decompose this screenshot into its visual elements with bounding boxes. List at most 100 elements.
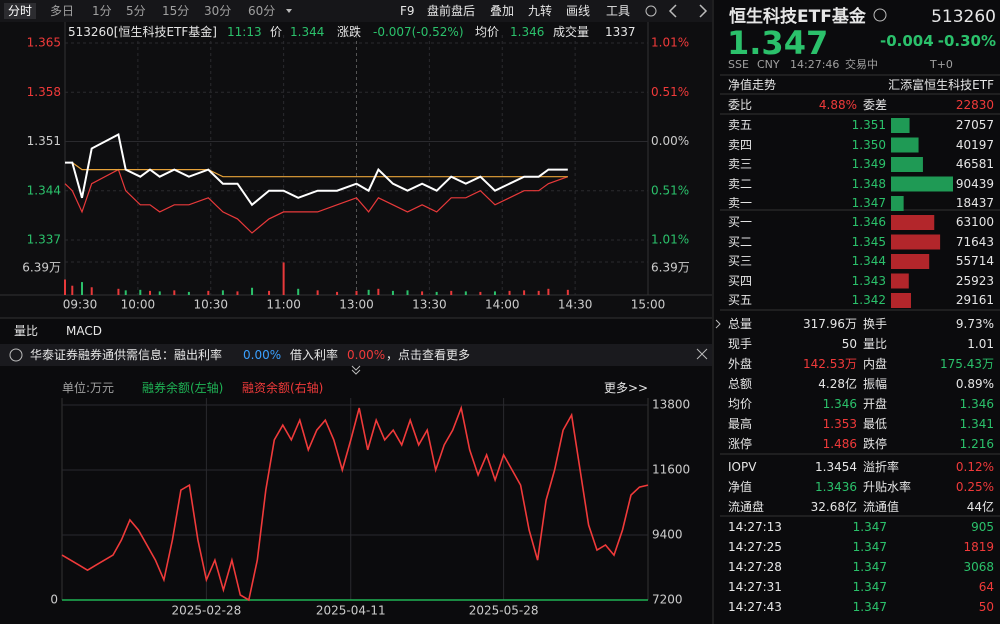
volume-bar (221, 290, 224, 295)
x-tick-label: 2025-04-11 (316, 604, 386, 618)
tab[interactable]: 5分 (126, 4, 146, 18)
volume-bar (251, 287, 254, 295)
prev-icon[interactable] (668, 4, 677, 18)
collapse-icon[interactable] (351, 365, 361, 375)
notice-link[interactable]: ，点击查看更多 (386, 348, 471, 362)
book-label: 卖四 (728, 137, 753, 152)
notice-text: 借入利率 (290, 348, 339, 362)
stat-label: 净值 (728, 480, 753, 494)
book-volume: 40197 (955, 137, 994, 152)
balance-line (61, 405, 649, 602)
y2-tick-label: 9400 (652, 528, 683, 542)
label: 委差 (863, 98, 888, 112)
tool[interactable]: 画线 (566, 4, 591, 18)
stat-value: 1.3454 (815, 460, 857, 474)
label: 委比 (728, 98, 753, 112)
stat-label: 现手 (728, 337, 753, 351)
close-icon[interactable] (696, 348, 708, 360)
quote-code: 513260 (931, 7, 996, 27)
stat-value: 1.346 (822, 397, 857, 411)
book-bar (891, 215, 935, 230)
notice-rate: 0.00% (243, 348, 282, 362)
stat-label: 升贴水率 (863, 480, 912, 494)
volume-bar (523, 290, 526, 295)
volume-bar (450, 290, 453, 295)
header-text: 涨跌 (337, 25, 362, 39)
stat-label: 外盘 (728, 357, 753, 371)
volume-bar (81, 282, 84, 295)
book-bar (891, 157, 923, 172)
tool[interactable]: F9 (400, 4, 415, 18)
book-price: 1.342 (851, 293, 886, 307)
tab[interactable]: 分时 (4, 3, 37, 19)
stat-value: 142.53万 (803, 357, 857, 371)
y-tick-label: 1.358 (27, 85, 61, 99)
tab[interactable]: 1分 (92, 4, 112, 18)
dropdown-icon[interactable] (286, 9, 292, 13)
tab[interactable]: 15分 (162, 4, 190, 18)
stat-value: 1.346 (959, 397, 994, 411)
stat-value: 317.96万 (803, 317, 857, 331)
book-label: 卖一 (728, 196, 753, 210)
volume-bar (139, 289, 142, 295)
info-icon (9, 348, 23, 362)
y-tick-label: 1.365 (27, 36, 61, 50)
tool[interactable]: 九转 (528, 4, 553, 18)
volume-bar (149, 290, 152, 295)
x-tick-label: 2025-02-28 (172, 604, 242, 618)
book-label: 买三 (728, 254, 753, 268)
next-icon[interactable] (699, 4, 708, 18)
volume-bar (435, 291, 438, 295)
book-price: 1.345 (851, 234, 886, 249)
book-volume: 18437 (955, 196, 994, 210)
notice-bg (0, 344, 712, 366)
book-price: 1.349 (851, 157, 886, 171)
volume-bar (236, 291, 239, 295)
book-label: 买五 (728, 293, 753, 307)
value: 4.88% (818, 98, 857, 112)
volume-bar (566, 289, 569, 295)
y2-tick-label: 13800 (652, 398, 690, 412)
x-tick-label: 2025-05-28 (469, 604, 539, 618)
tab[interactable]: 净值走势 (728, 78, 777, 92)
tool[interactable]: 工具 (606, 4, 631, 18)
stat-value: 0.89% (955, 377, 994, 391)
tab[interactable]: 多日 (50, 4, 75, 18)
more-link[interactable]: 更多>> (604, 381, 649, 395)
toolbar-bg (0, 0, 712, 22)
indicator-tab[interactable]: 量比 (14, 324, 39, 338)
tab[interactable]: 60分 (248, 4, 276, 18)
book-volume: 29161 (955, 293, 994, 307)
stat-value: 1.353 (822, 417, 857, 431)
stat-label: 流通值 (863, 500, 900, 514)
tool[interactable]: 叠加 (490, 4, 515, 18)
header-text: 成交量 (553, 25, 590, 39)
x-tick-label: 13:00 (339, 298, 374, 312)
gear-icon[interactable] (645, 5, 657, 17)
info-icon (873, 8, 887, 22)
book-bar (891, 118, 910, 133)
trade-volume: 905 (971, 520, 994, 534)
y2-tick-label: 11600 (652, 463, 690, 477)
tool[interactable]: 盘前盘后 (427, 4, 476, 18)
expand-icon[interactable] (715, 319, 721, 329)
x-tick-label: 15:00 (631, 298, 666, 312)
quote-change: -0.004 (880, 32, 934, 50)
stat-value: 0.12% (955, 460, 994, 474)
quote-price: 1.347 (727, 24, 829, 62)
vol-tick-label: 6.39万 (651, 261, 690, 275)
stat-label: 开盘 (863, 397, 888, 411)
stat-label: 换手 (863, 317, 888, 331)
stat-value: 0.25% (955, 480, 994, 494)
volume-bar (173, 290, 176, 295)
stat-label: 均价 (728, 397, 753, 411)
tab[interactable]: 30分 (204, 4, 232, 18)
volume-bar (336, 291, 339, 295)
stat-label: 跌停 (863, 437, 888, 451)
quote-meta: 交易中 (845, 58, 878, 71)
volume-bar (158, 291, 161, 295)
volume-bar (282, 262, 285, 295)
indicator-tab[interactable]: MACD (66, 324, 102, 338)
trade-time: 14:27:13 (728, 520, 782, 534)
